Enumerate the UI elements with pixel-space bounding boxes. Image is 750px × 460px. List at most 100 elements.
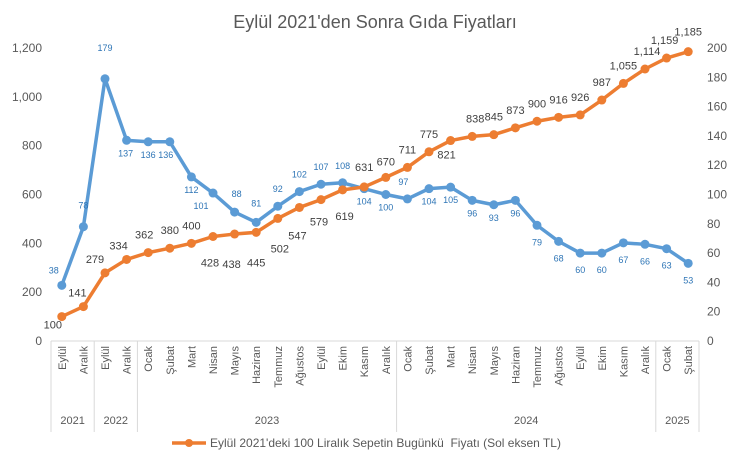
data-point-right-axis (467, 195, 477, 205)
x-axis-month-label: Aralık (640, 346, 652, 375)
data-label-right-axis: 101 (193, 201, 208, 211)
data-point-right-axis (532, 220, 542, 230)
data-label-left-axis: 900 (528, 98, 546, 110)
data-label-left-axis: 670 (377, 156, 395, 168)
data-label-left-axis: 711 (399, 144, 417, 156)
data-label-left-axis: 445 (247, 257, 265, 269)
right-axis-tick-label: 100 (707, 188, 727, 202)
data-label-left-axis: 619 (335, 211, 353, 223)
right-axis-tick-label: 200 (707, 41, 727, 55)
data-point-left-axis (446, 136, 456, 146)
x-axis-month-label: Nisan (208, 346, 220, 374)
data-point-left-axis (402, 162, 412, 172)
data-label-right-axis: 104 (421, 197, 436, 207)
data-label-right-axis: 102 (292, 170, 307, 180)
legend-swatch-marker (185, 439, 193, 447)
left-axis-tick-label: 200 (22, 285, 42, 299)
right-axis-tick-label: 20 (707, 305, 721, 319)
x-axis-month-label: Ocak (662, 346, 674, 372)
data-point-left-axis (489, 130, 499, 140)
left-axis-tick-label: 1,200 (12, 41, 42, 55)
right-axis-tick-label: 120 (707, 158, 727, 172)
data-point-left-axis (208, 231, 218, 241)
data-point-right-axis (100, 74, 110, 84)
x-axis-month-label: Kasım (618, 346, 630, 377)
data-label-right-axis: 78 (78, 201, 88, 211)
data-label-right-axis: 68 (554, 253, 564, 263)
data-label-left-axis: 579 (310, 217, 328, 229)
data-label-right-axis: 104 (357, 197, 372, 207)
series-line-left-axis (61, 49, 689, 319)
data-point-left-axis (359, 182, 369, 192)
x-axis-month-label: Mart (446, 346, 458, 368)
data-point-left-axis (100, 268, 110, 278)
data-point-left-axis (640, 64, 650, 74)
data-label-left-axis: 100 (44, 320, 62, 332)
data-point-right-axis (143, 137, 153, 147)
x-axis-year-label: 2025 (665, 415, 689, 427)
data-point-left-axis (662, 53, 672, 63)
right-axis-tick-label: 140 (707, 129, 727, 143)
data-point-right-axis (575, 248, 585, 258)
x-axis-month-label: Nisan (467, 346, 479, 374)
data-label-left-axis: 1,114 (634, 46, 661, 58)
data-point-right-axis (640, 239, 650, 249)
x-axis-month-label: Eylül (575, 346, 587, 370)
data-label-left-axis: 334 (109, 240, 127, 252)
legend-label: Eylül 2021'deki 100 Liralık Sepetin Bugü… (210, 436, 561, 450)
data-label-right-axis: 81 (251, 198, 261, 208)
x-axis-month-label: Ocak (143, 346, 155, 372)
data-point-left-axis (597, 95, 607, 105)
data-label-right-axis: 108 (335, 161, 350, 171)
data-point-right-axis (251, 217, 261, 227)
data-point-left-axis (294, 202, 304, 212)
x-axis-month-label: Temmuz (532, 346, 544, 388)
data-point-right-axis (381, 190, 391, 199)
x-axis-month-label: Aralık (122, 346, 134, 375)
data-point-right-axis (294, 187, 304, 197)
data-label-right-axis: 107 (313, 162, 328, 172)
right-axis-tick-label: 160 (707, 100, 727, 114)
data-point-left-axis (230, 229, 240, 239)
data-point-left-axis (338, 185, 348, 195)
data-point-left-axis (424, 147, 434, 157)
left-axis-tick-label: 800 (22, 139, 42, 153)
x-axis-month-label: Ekim (597, 346, 609, 370)
data-label-right-axis: 38 (49, 265, 59, 275)
left-axis-tick-label: 0 (35, 334, 42, 348)
x-axis-month-label: Ocak (402, 346, 414, 372)
data-point-right-axis (489, 200, 499, 210)
data-label-right-axis: 100 (378, 203, 393, 213)
data-point-left-axis (186, 238, 196, 248)
x-axis-year-label: 2024 (514, 415, 538, 427)
x-axis-month-label: Aralık (381, 346, 393, 375)
data-label-right-axis: 112 (184, 185, 198, 195)
data-point-right-axis (165, 137, 175, 147)
data-label-left-axis: 400 (182, 220, 200, 232)
data-point-right-axis (208, 188, 218, 198)
data-point-left-axis (683, 47, 693, 57)
data-label-left-axis: 1,159 (651, 35, 679, 47)
data-point-left-axis (143, 248, 153, 258)
data-point-left-axis (381, 172, 391, 182)
data-point-left-axis (251, 227, 261, 237)
data-label-right-axis: 53 (683, 275, 693, 285)
data-point-left-axis (78, 302, 88, 312)
data-label-right-axis: 60 (597, 265, 607, 275)
data-label-left-axis: 428 (201, 257, 219, 269)
x-axis-month-label: Ekim (338, 346, 350, 370)
data-label-right-axis: 92 (273, 184, 283, 194)
data-label-right-axis: 97 (398, 177, 408, 187)
data-label-left-axis: 1,055 (610, 60, 638, 72)
data-point-right-axis (597, 248, 607, 258)
data-label-left-axis: 1,185 (674, 27, 702, 39)
data-label-right-axis: 96 (467, 208, 477, 218)
data-point-left-axis (57, 312, 67, 322)
x-axis-month-label: Eylül (100, 346, 112, 370)
data-point-right-axis (273, 201, 283, 211)
data-label-right-axis: 63 (662, 261, 672, 271)
x-axis-month-label: Mart (186, 346, 198, 368)
data-label-left-axis: 279 (86, 254, 104, 266)
data-point-left-axis (618, 78, 628, 88)
